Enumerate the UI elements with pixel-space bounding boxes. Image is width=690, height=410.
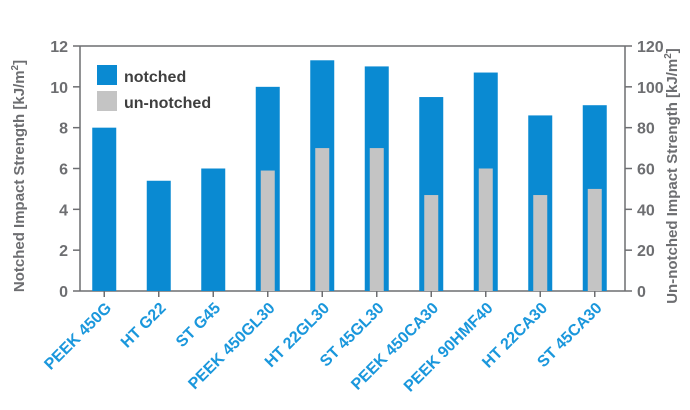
right-tick-label: 40 <box>637 202 655 219</box>
left-axis-title-sup: 2 <box>10 64 21 70</box>
bar-un-notched <box>315 148 330 291</box>
bar-notched <box>146 180 171 291</box>
right-axis-title-close: ] <box>664 48 681 53</box>
right-tick-label: 60 <box>637 162 655 179</box>
bar-un-notched <box>260 170 275 291</box>
right-tick-label: 80 <box>637 121 655 138</box>
left-tick-label: 6 <box>59 162 68 179</box>
bar-notched <box>92 127 117 292</box>
legend-label-notched: notched <box>124 69 186 86</box>
right-tick-label: 20 <box>637 243 655 260</box>
bar-un-notched <box>587 188 602 291</box>
right-axis-title-sup: 2 <box>663 53 674 59</box>
left-axis-title: Notched Impact Strength [kJ/m2] <box>10 60 28 292</box>
left-tick-label: 8 <box>59 121 68 138</box>
bar-un-notched <box>424 195 439 291</box>
bar-un-notched <box>369 148 384 291</box>
left-axis-title-close: ] <box>11 60 28 65</box>
legend-label-un-notched: un-notched <box>124 95 211 112</box>
right-axis-title: Un-notched Impact Strength [kJ/m2] <box>663 48 681 304</box>
left-tick-label: 10 <box>50 80 68 97</box>
right-tick-label: 0 <box>637 284 646 301</box>
left-axis-title-main: Notched Impact Strength [kJ/m <box>11 70 28 292</box>
left-tick-label: 4 <box>59 202 68 219</box>
bar-un-notched <box>533 195 548 291</box>
bar-notched <box>201 168 226 291</box>
legend-swatch-notched <box>97 65 117 85</box>
left-tick-label: 12 <box>50 39 68 56</box>
left-tick-label: 2 <box>59 243 68 260</box>
bar-un-notched <box>478 168 493 291</box>
legend-swatch-un-notched <box>97 91 117 111</box>
right-tick-label: 100 <box>637 80 664 97</box>
category-label: ST G45 <box>173 300 224 351</box>
right-axis-title-main: Un-notched Impact Strength [kJ/m <box>664 59 681 304</box>
legend: notched un-notched <box>97 65 211 112</box>
right-tick-label: 120 <box>637 39 664 56</box>
category-label: PEEK 450G <box>41 300 115 374</box>
category-label: HT G22 <box>118 300 170 352</box>
bars-group <box>92 60 607 292</box>
left-tick-label: 0 <box>59 284 68 301</box>
